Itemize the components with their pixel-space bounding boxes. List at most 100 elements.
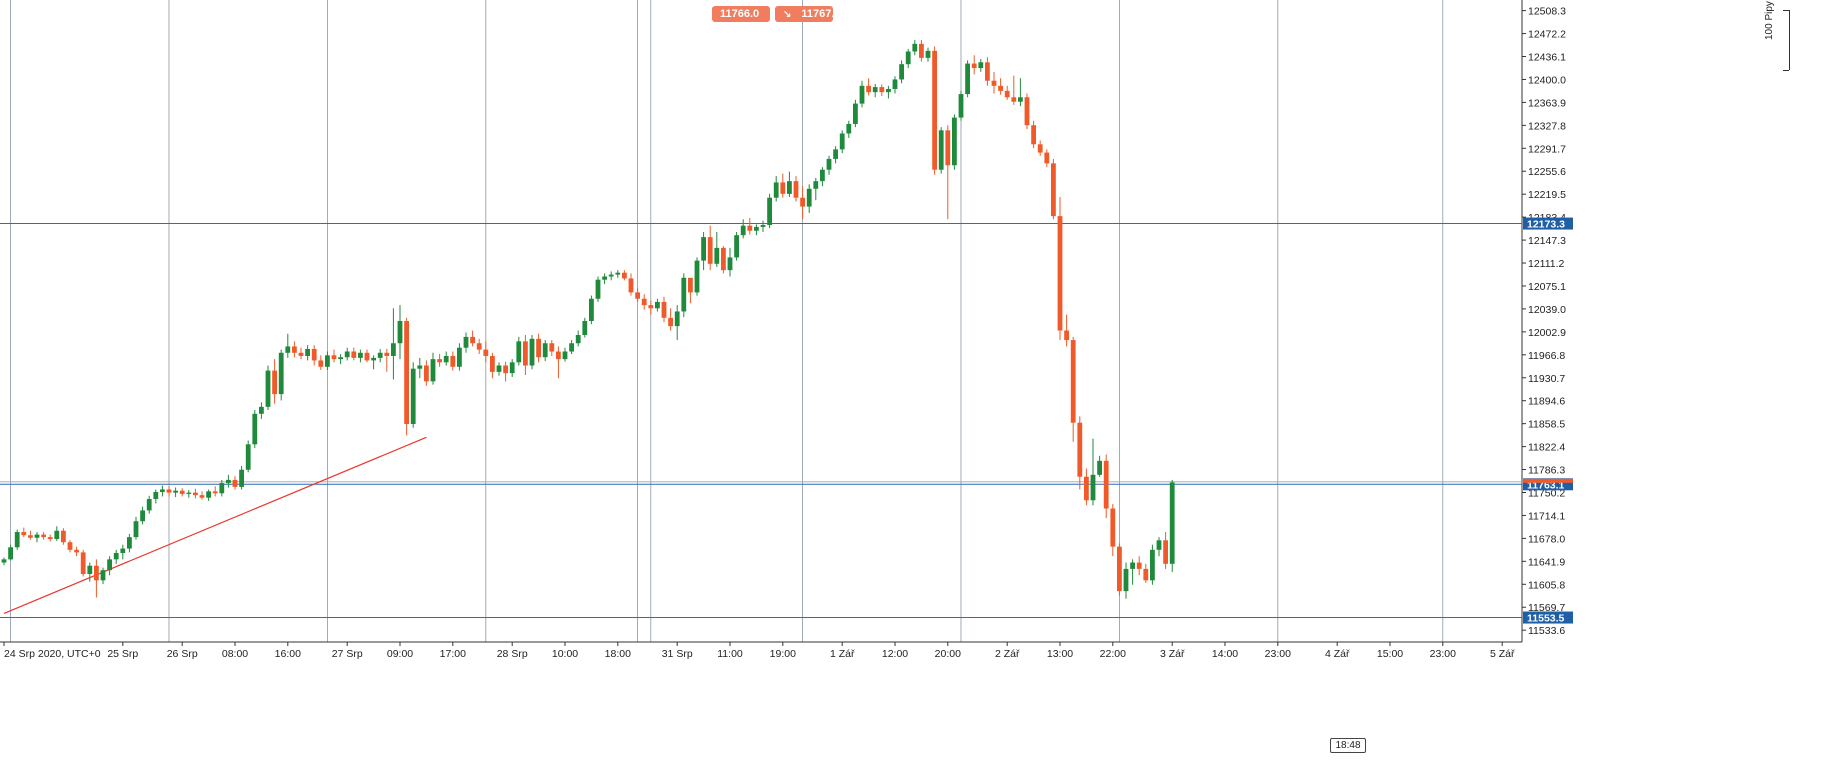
candle-bullish[interactable] [1169,482,1175,564]
candle-bullish[interactable] [978,62,984,69]
candle-bearish[interactable] [166,489,172,493]
candle-bearish[interactable] [1037,144,1043,153]
candle-bullish[interactable] [87,565,93,574]
candle-bearish[interactable] [1136,562,1142,569]
candle-bullish[interactable] [912,43,918,52]
candle-bearish[interactable] [793,181,799,198]
candle-bearish[interactable] [199,495,205,498]
candle-bearish[interactable] [985,62,990,81]
candle-bullish[interactable] [1123,568,1129,592]
candle-bullish[interactable] [219,483,225,494]
candle-bearish[interactable] [490,355,495,372]
candle-bullish[interactable] [344,351,350,358]
candle-bullish[interactable] [806,188,812,207]
candle-bullish[interactable] [496,365,502,372]
candle-bullish[interactable] [674,311,680,327]
candle-bearish[interactable] [523,341,528,366]
candle-bearish[interactable] [476,343,482,350]
candle-bullish[interactable] [542,343,548,358]
candle-bullish[interactable] [608,274,614,277]
candle-bullish[interactable] [787,181,792,194]
candle-bullish[interactable] [859,85,865,104]
trend-line[interactable] [3,436,427,614]
candle-bullish[interactable] [892,79,898,89]
candle-bullish[interactable] [186,492,192,494]
candle-bullish[interactable] [457,347,462,367]
candle-bearish[interactable] [1024,97,1030,126]
candle-bullish[interactable] [107,559,112,571]
candle-bullish[interactable] [1156,540,1162,550]
candle-bullish[interactable] [886,88,891,93]
candle-bearish[interactable] [80,552,86,574]
candle-bearish[interactable] [932,50,937,170]
candle-bearish[interactable] [311,348,317,361]
candle-bearish[interactable] [721,247,726,271]
candle-bullish[interactable] [589,298,594,321]
ask-price-badge[interactable]: ↘ 11767.0 [775,6,841,22]
candle-bullish[interactable] [846,123,852,134]
candle-bullish[interactable] [265,370,271,407]
candle-bullish[interactable] [694,260,700,293]
candle-bullish[interactable] [245,444,251,470]
candle-bullish[interactable] [872,87,878,93]
candle-bearish[interactable] [47,537,53,540]
candle-bullish[interactable] [160,489,165,492]
candle-bearish[interactable] [1084,476,1089,501]
candle-bullish[interactable] [701,237,706,261]
candle-bullish[interactable] [1018,97,1023,102]
candle-bullish[interactable] [226,479,231,484]
candle-bullish[interactable] [813,181,819,189]
candle-bullish[interactable] [727,257,733,271]
candle-bullish[interactable] [14,532,20,548]
candle-bearish[interactable] [1117,546,1122,592]
candle-bullish[interactable] [958,94,964,118]
candle-bullish[interactable] [278,352,284,395]
candle-bullish[interactable] [305,348,310,356]
candle-bearish[interactable] [212,491,218,494]
candle-bearish[interactable] [1011,97,1017,102]
candle-bullish[interactable] [120,548,126,554]
candle-bearish[interactable] [1110,508,1116,547]
candle-bullish[interactable] [34,534,40,538]
candle-bearish[interactable] [866,85,871,93]
candle-bearish[interactable] [74,549,79,553]
candle-bullish[interactable] [760,225,766,227]
candle-bearish[interactable] [232,479,238,487]
candle-bearish[interactable] [424,365,429,382]
candle-bullish[interactable] [602,276,607,280]
candle-bearish[interactable] [292,346,297,353]
candle-bullish[interactable] [146,498,152,511]
candle-bearish[interactable] [470,336,475,344]
candle-bullish[interactable] [285,346,291,353]
candle-bearish[interactable] [437,359,442,363]
candle-bearish[interactable] [41,534,46,538]
candle-bearish[interactable] [1163,540,1168,564]
candle-bullish[interactable] [127,537,132,549]
candle-bullish[interactable] [1097,460,1102,475]
candle-bearish[interactable] [351,351,357,358]
candle-bullish[interactable] [1130,562,1135,569]
candle-bullish[interactable] [371,357,376,361]
candle-bearish[interactable] [298,352,304,356]
candle-bullish[interactable] [965,63,970,95]
candle-bearish[interactable] [364,352,370,361]
candle-bullish[interactable] [529,338,535,366]
candle-bearish[interactable] [780,182,786,194]
candle-bearish[interactable] [536,338,541,358]
candle-bearish[interactable] [1057,216,1063,331]
candle-bullish[interactable] [100,570,106,581]
candle-bullish[interactable] [252,413,258,445]
candle-bearish[interactable] [384,352,390,356]
candle-bullish[interactable] [516,341,522,363]
candle-bearish[interactable] [991,80,997,86]
candle-bullish[interactable] [140,510,145,522]
candle-bullish[interactable] [417,365,423,369]
candle-bullish[interactable] [430,359,436,382]
candle-bullish[interactable] [833,149,838,159]
candle-bearish[interactable] [1044,152,1050,164]
candle-bearish[interactable] [1143,568,1149,581]
candle-bullish[interactable] [899,64,904,80]
bid-price-badge[interactable]: 11766.0↘ [712,6,780,22]
candle-bearish[interactable] [21,532,27,536]
